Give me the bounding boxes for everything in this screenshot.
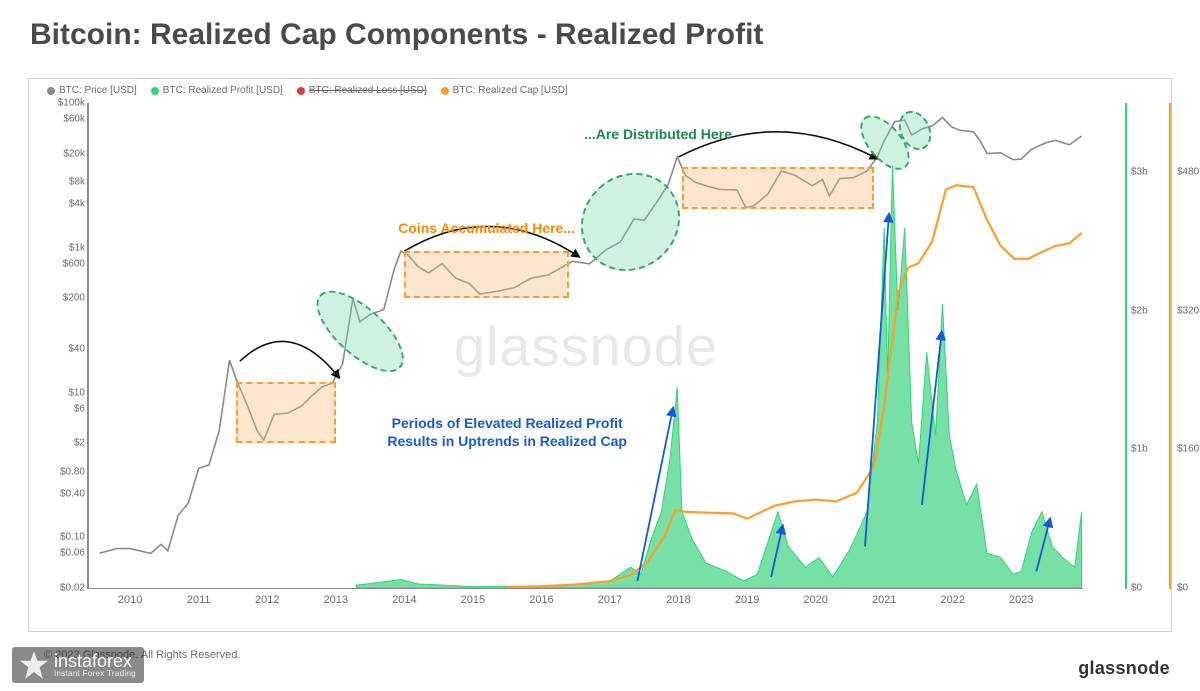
chart-frame: BTC: Price [USD] BTC: Realized Profit [US… (28, 78, 1172, 632)
legend: BTC: Price [USD] BTC: Realized Profit [US… (47, 85, 568, 96)
y-left-tick: $20k (63, 148, 89, 159)
x-tick: 2012 (255, 588, 279, 606)
chart-svg (89, 103, 1083, 588)
x-tick: 2020 (803, 588, 827, 606)
instaforex-name: instaforex (54, 652, 136, 670)
accumulation-box (404, 251, 569, 298)
profit-arrow (865, 214, 889, 547)
legend-dot (441, 87, 449, 95)
y-left-tick: $0.06 (60, 548, 89, 559)
x-tick: 2022 (941, 588, 965, 606)
legend-item: BTC: Realized Cap [USD] (441, 85, 568, 96)
y-right-profit-tick: $1b (1127, 444, 1148, 455)
y-left-tick: $100k (58, 98, 89, 109)
y-left-tick: $40 (68, 343, 89, 354)
watermark: glassnode (454, 313, 718, 378)
legend-dot (47, 87, 55, 95)
chart-title: Bitcoin: Realized Cap Components - Reali… (30, 18, 763, 52)
y-left-tick: $10 (68, 387, 89, 398)
axis-right-cap: $0$160b$320b$480b (1169, 103, 1171, 589)
y-left-tick: $8k (69, 177, 89, 188)
x-tick: 2010 (118, 588, 142, 606)
y-left-tick: $4k (69, 199, 89, 210)
legend-dot (297, 87, 305, 95)
brand-glassnode: glassnode (1078, 658, 1170, 679)
x-tick: 2021 (872, 588, 896, 606)
y-left-tick: $6 (74, 403, 89, 414)
distribution-ellipse (303, 277, 416, 385)
cycle-arrow (240, 341, 339, 377)
axis-right-profit: $0$1b$2b$3b (1125, 103, 1127, 589)
instaforex-text: instaforex Instant Forex Trading (54, 652, 136, 678)
x-tick: 2018 (666, 588, 690, 606)
accumulation-box (682, 167, 874, 209)
legend-label: BTC: Realized Loss [USD] (309, 85, 427, 96)
x-tick: 2015 (461, 588, 485, 606)
y-left-tick: $0.80 (60, 466, 89, 477)
y-right-cap-tick: $320b (1171, 305, 1200, 316)
profit-arrow (922, 332, 942, 505)
legend-label: BTC: Realized Profit [USD] (163, 85, 283, 96)
profit-arrow (1036, 519, 1050, 572)
profit-arrow (771, 526, 783, 577)
annotation-realized-profit: Periods of Elevated Realized ProfitResul… (357, 415, 657, 450)
y-right-cap-tick: $480b (1171, 167, 1200, 178)
y-left-tick: $0.02 (60, 582, 89, 593)
x-tick: 2019 (735, 588, 759, 606)
annotation-distributed: ...Are Distributed Here (508, 126, 808, 144)
legend-item: BTC: Realized Profit [USD] (151, 85, 283, 96)
y-left-tick: $600 (63, 258, 89, 269)
y-right-profit-tick: $0 (1127, 583, 1142, 594)
instaforex-sub: Instant Forex Trading (54, 670, 136, 678)
y-right-profit-tick: $2b (1127, 305, 1148, 316)
legend-item: BTC: Price [USD] (47, 85, 137, 96)
y-left-tick: $200 (63, 293, 89, 304)
x-tick: 2013 (324, 588, 348, 606)
accumulation-box (236, 382, 335, 443)
y-left-tick: $0.40 (60, 488, 89, 499)
y-left-tick: $1k (69, 242, 89, 253)
x-tick: 2016 (529, 588, 553, 606)
plot-area: glassnode $0.02$0.06$0.10$0.40$0.80$2$6$… (87, 103, 1083, 589)
y-right-profit-tick: $3b (1127, 167, 1148, 178)
legend-label: BTC: Realized Cap [USD] (453, 85, 568, 96)
y-right-cap-tick: $160b (1171, 444, 1200, 455)
legend-dot (151, 87, 159, 95)
x-tick: 2023 (1009, 588, 1033, 606)
x-tick: 2011 (187, 588, 211, 606)
annotation-accumulated: Coins Accumulated Here... (337, 220, 637, 238)
y-left-tick: $0.10 (60, 532, 89, 543)
price-line (99, 118, 1081, 554)
brand-instaforex: instaforex Instant Forex Trading (12, 647, 144, 683)
x-tick: 2014 (392, 588, 416, 606)
y-left-tick: $60k (63, 114, 89, 125)
y-right-cap-tick: $0 (1171, 583, 1188, 594)
legend-label: BTC: Price [USD] (59, 85, 137, 96)
legend-item: BTC: Realized Loss [USD] (297, 85, 427, 96)
instaforex-icon (20, 651, 48, 679)
y-left-tick: $2 (74, 438, 89, 449)
x-tick: 2017 (598, 588, 622, 606)
